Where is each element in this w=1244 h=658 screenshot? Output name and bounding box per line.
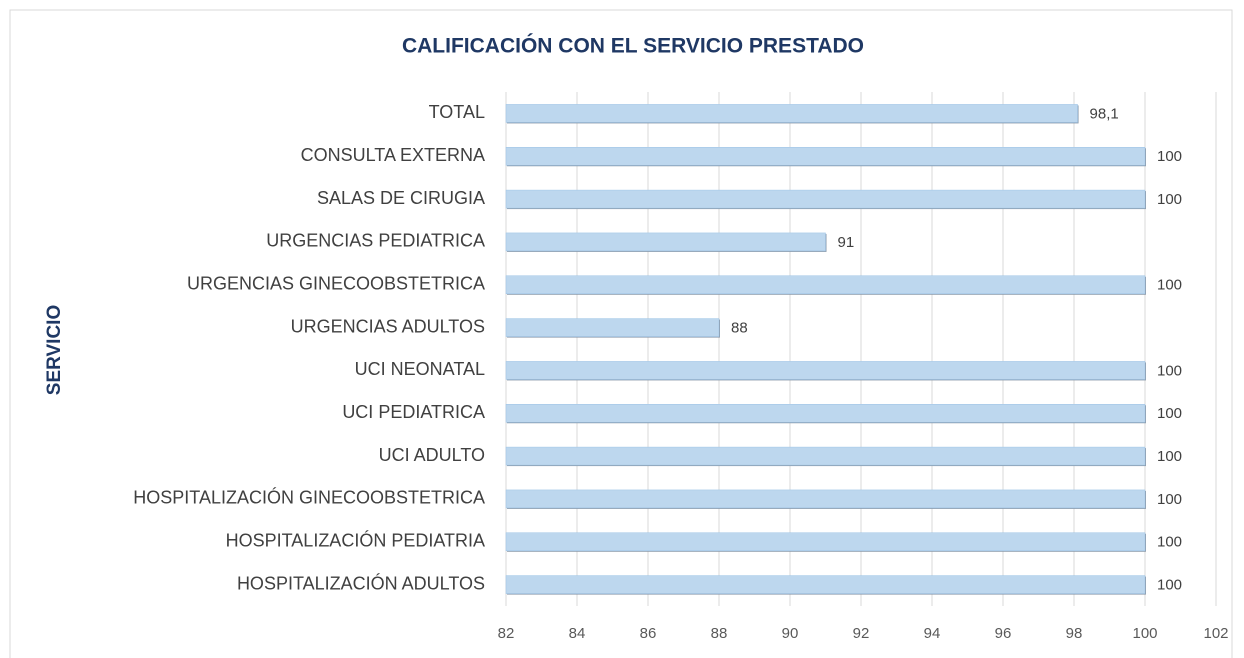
x-tick-label: 82 (498, 625, 515, 642)
y-tick-label: UCI NEONATAL (355, 359, 485, 379)
value-label: 100 (1157, 148, 1182, 165)
y-tick-label: UCI PEDIATRICA (342, 402, 485, 422)
y-tick-label: URGENCIAS GINECOOBSTETRICA (187, 274, 485, 294)
x-tick-label: 90 (782, 625, 799, 642)
y-tick-label: UCI ADULTO (379, 445, 485, 465)
bar (505, 318, 720, 337)
bar (505, 361, 1146, 380)
bar (505, 104, 1078, 123)
y-tick-label: HOSPITALIZACIÓN GINECOOBSTETRICA (133, 487, 485, 508)
x-tick-label: 86 (640, 625, 657, 642)
value-label: 100 (1157, 277, 1182, 294)
bar (505, 532, 1146, 551)
y-tick-label: HOSPITALIZACIÓN ADULTOS (237, 572, 485, 593)
x-tick-label: 98 (1066, 625, 1083, 642)
y-tick-label: TOTAL (429, 102, 485, 122)
value-label: 100 (1157, 448, 1182, 465)
bar (505, 404, 1146, 423)
value-label: 100 (1157, 491, 1182, 508)
x-tick-label: 88 (711, 625, 728, 642)
bar (505, 147, 1146, 166)
bar (505, 575, 1146, 594)
value-label: 100 (1157, 362, 1182, 379)
bar (505, 189, 1146, 209)
value-label: 98,1 (1090, 105, 1119, 122)
value-label: 88 (731, 320, 748, 337)
x-tick-label: 94 (924, 625, 941, 642)
chart-title: CALIFICACIÓN CON EL SERVICIO PRESTADO (402, 34, 864, 58)
bar (505, 275, 1146, 294)
x-tick-label: 102 (1203, 625, 1228, 642)
value-label: 100 (1157, 577, 1182, 594)
y-tick-label: URGENCIAS PEDIATRICA (266, 231, 485, 251)
y-tick-label: SALAS DE CIRUGIA (317, 188, 485, 208)
bar (505, 489, 1146, 509)
value-label: 100 (1157, 534, 1182, 551)
bar (505, 232, 826, 252)
y-axis-label: SERVICIO (44, 305, 65, 395)
value-label: 91 (838, 234, 855, 251)
x-tick-label: 96 (995, 625, 1012, 642)
value-label: 100 (1157, 405, 1182, 422)
value-label: 100 (1157, 191, 1182, 208)
x-tick-label: 100 (1132, 625, 1157, 642)
y-tick-label: CONSULTA EXTERNA (301, 145, 485, 165)
y-tick-label: HOSPITALIZACIÓN PEDIATRIA (226, 530, 485, 551)
x-tick-label: 92 (853, 625, 870, 642)
y-tick-label: URGENCIAS ADULTOS (291, 316, 485, 336)
bar (505, 446, 1146, 466)
x-tick-label: 84 (569, 625, 586, 642)
